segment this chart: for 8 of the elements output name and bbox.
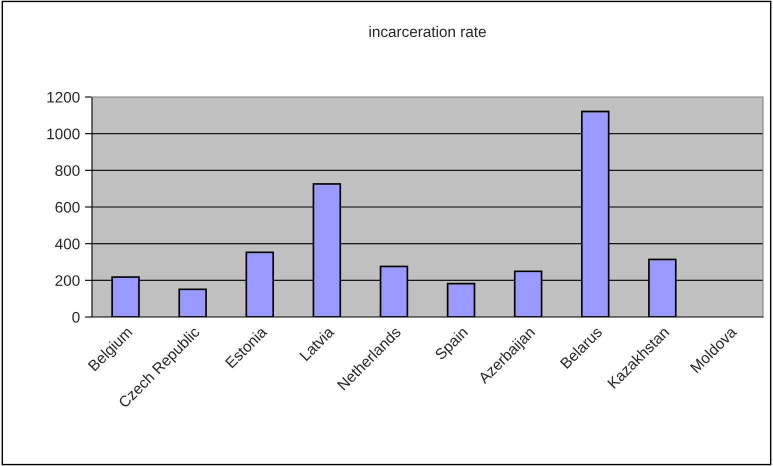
chart-title: incarceration rate bbox=[370, 26, 486, 38]
y-tick-label: 1200 bbox=[47, 92, 80, 103]
y-tick-label: 200 bbox=[55, 275, 80, 286]
y-tick-label: 800 bbox=[55, 165, 80, 176]
y-tick-label: 0 bbox=[72, 312, 80, 323]
y-tick-label: 400 bbox=[55, 238, 80, 250]
y-tick-label: 1000 bbox=[47, 128, 80, 140]
y-tick-label: 600 bbox=[55, 202, 80, 213]
